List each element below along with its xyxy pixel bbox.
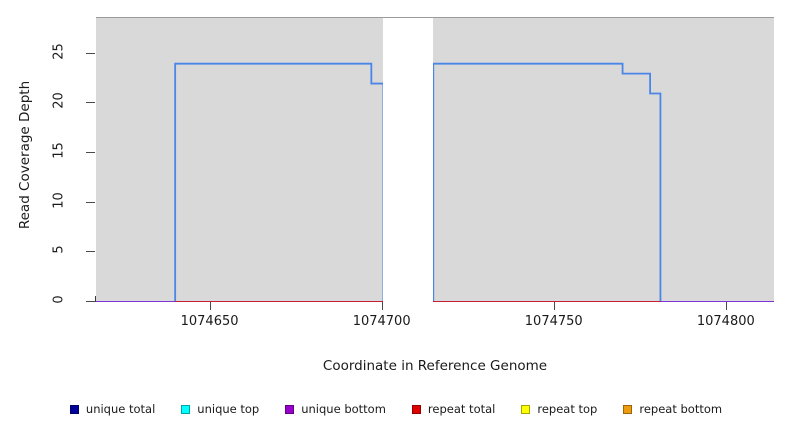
y-tick-label: 10 [51,191,67,209]
legend-item[interactable]: unique top [181,403,259,415]
x-tick [210,302,211,310]
coverage-curves [96,62,774,302]
legend-swatch-icon [623,404,633,414]
y-tick [86,301,95,302]
x-tick-label: 1074750 [524,314,583,329]
legend-swatch-icon [411,404,421,414]
x-axis-title: Coordinate in Reference Genome [322,358,548,374]
legend-item-label: unique total [85,402,156,416]
y-tick [86,202,95,203]
plot-clip-area [96,18,774,302]
legend-item-label: unique bottom [301,402,386,416]
legend-item[interactable]: unique bottom [285,403,386,415]
x-tick [554,302,555,310]
series-unique-total [96,62,774,302]
x-tick-label: 1074700 [352,314,411,329]
legend-item-label: repeat total [427,402,496,416]
x-tick [382,302,383,310]
legend-swatch-icon [521,404,531,414]
legend-item[interactable]: repeat top [521,403,597,415]
y-tick-label: 25 [51,42,67,60]
chart-legend: unique total unique top unique bottom repea… [0,398,792,420]
y-tick [86,102,95,103]
masked-gap-band [383,18,434,302]
legend-item[interactable]: repeat total [411,402,496,416]
y-tick-label: 5 [51,245,67,254]
x-tick-label: 1074650 [180,314,239,329]
legend-item-label: unique top [197,402,260,416]
y-tick-label: 20 [51,92,67,110]
legend-swatch-icon [69,404,79,414]
x-tick [726,302,727,310]
y-tick-label: 15 [51,142,67,159]
y-tick-label: 0 [51,295,67,304]
y-axis-title: Read Coverage Depth [17,80,33,230]
legend-item-label: repeat bottom [639,402,723,416]
legend-item[interactable]: unique total [69,402,156,416]
legend-swatch-icon [285,404,295,414]
y-tick [86,152,95,153]
y-tick [86,251,95,252]
y-tick [86,53,95,54]
plot-panel [96,17,774,302]
legend-item[interactable]: repeat bottom [623,403,722,415]
y-axis-baseline-tick [95,296,96,302]
legend-item-label: repeat top [537,402,598,416]
x-tick-label: 1074800 [696,314,755,329]
legend-swatch-icon [181,404,191,414]
